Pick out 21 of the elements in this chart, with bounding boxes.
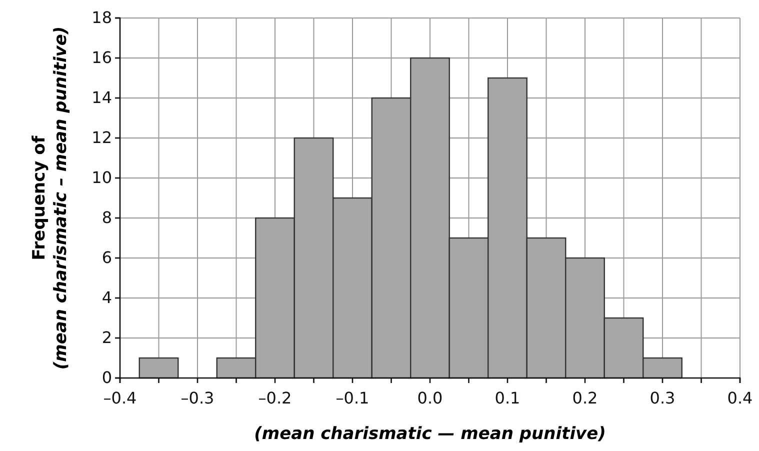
x-tick-label: 0.2	[572, 388, 598, 408]
y-tick-label: 2	[102, 328, 112, 348]
x-tick-label: –0.4	[103, 388, 137, 408]
y-tick-label: 10	[92, 168, 112, 188]
y-tick-label: 8	[102, 208, 112, 228]
x-tick-label: –0.3	[180, 388, 214, 408]
y-tick-label: 0	[102, 368, 112, 388]
x-tick-label: 0.3	[650, 388, 676, 408]
y-tick-label: 18	[92, 8, 112, 28]
y-axis-title: Frequency of (mean charismatic – mean punitive)	[30, 26, 71, 370]
x-tick-label: 0.1	[494, 388, 520, 408]
y-tick-label: 16	[92, 48, 112, 68]
y-tick-label: 4	[102, 288, 112, 308]
x-tick-label: –0.2	[258, 388, 292, 408]
y-tick-label: 12	[92, 128, 112, 148]
x-tick-label: –0.1	[336, 388, 370, 408]
y-tick-label: 14	[92, 88, 112, 108]
x-tick-label: 0.0	[417, 388, 443, 408]
y-tick-label: 6	[102, 248, 112, 268]
x-tick-label: 0.4	[727, 388, 753, 408]
x-axis-title: (mean charismatic — mean punitive)	[254, 424, 606, 444]
